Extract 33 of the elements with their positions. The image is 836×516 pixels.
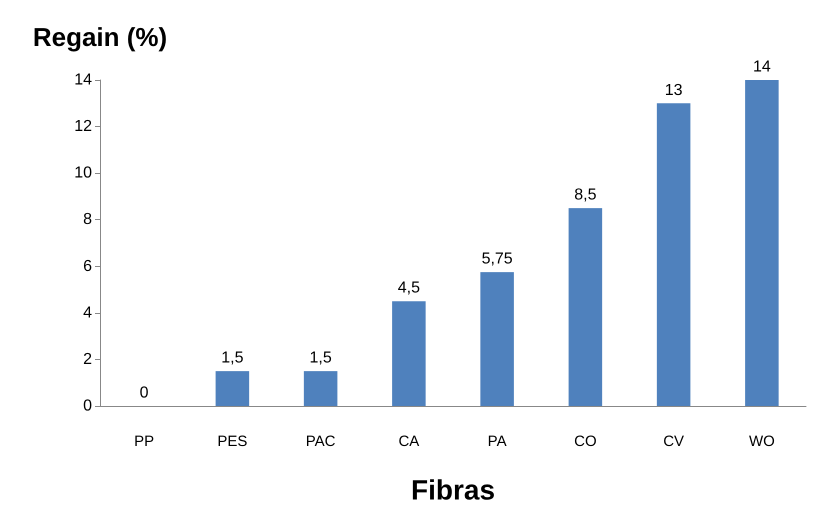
data-label: 0 <box>140 384 149 402</box>
x-axis-title: Fibras <box>410 474 496 506</box>
y-tick-label: 12 <box>74 118 92 136</box>
bar <box>480 272 514 406</box>
x-tick-label: PP <box>134 433 154 450</box>
y-tick-label: 6 <box>83 258 92 275</box>
bar <box>392 301 426 406</box>
y-tick-label: 14 <box>74 72 92 88</box>
data-label: 5,75 <box>482 250 513 268</box>
data-label: 1,5 <box>310 350 332 367</box>
y-tick-label: 8 <box>83 211 92 228</box>
x-tick-label: CO <box>574 433 597 450</box>
x-tick-label: CV <box>663 433 684 450</box>
y-tick-label: 2 <box>83 350 92 368</box>
data-label: 4,5 <box>398 280 420 297</box>
y-axis-title: Regain (%) <box>32 22 168 52</box>
bar <box>304 371 338 406</box>
bar <box>568 208 602 406</box>
x-tick-label: CA <box>398 433 420 450</box>
data-label: 14 <box>752 58 771 76</box>
bar <box>745 80 779 406</box>
x-tick-label: PA <box>488 433 507 450</box>
data-label: 8,5 <box>574 186 597 204</box>
x-tick-label: PAC <box>306 433 336 450</box>
x-tick-label: WO <box>748 433 775 450</box>
bar <box>656 103 690 406</box>
bar <box>216 371 250 406</box>
y-tick-label: 4 <box>83 304 92 322</box>
data-label: 1,5 <box>221 350 244 367</box>
y-tick-label: 10 <box>74 164 92 182</box>
x-tick-label: PES <box>217 433 248 450</box>
data-label: 13 <box>664 82 683 99</box>
y-tick-label: 0 <box>83 398 92 414</box>
